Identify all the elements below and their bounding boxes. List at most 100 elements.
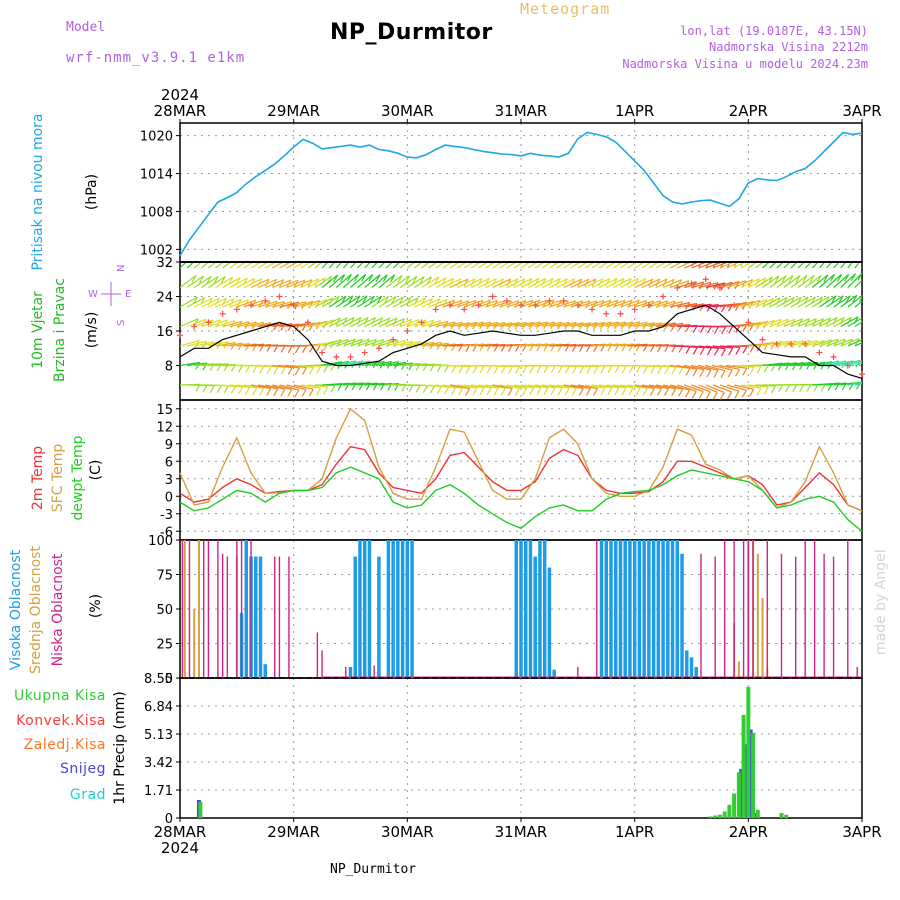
wind-barb-flag: [216, 385, 222, 393]
wind-barb-flag: [579, 366, 585, 374]
wind-barb: [684, 303, 705, 308]
wind-barb: [456, 321, 477, 328]
y-tick-label: 3.42: [144, 756, 173, 771]
sfc-temp-axis-title: SFC Temp: [50, 444, 66, 513]
wind-barb: [627, 278, 646, 289]
wind-barb: [805, 339, 825, 347]
wind-barb: [492, 300, 512, 308]
wind-barb-flag: [339, 253, 343, 260]
wind-barb-flag: [662, 278, 668, 287]
cloud-bar-low: [747, 540, 750, 678]
wind-barb: [307, 320, 328, 328]
wind-barb: [222, 320, 243, 328]
wind-barb-flag: [263, 262, 267, 265]
wind-barb: [392, 262, 401, 269]
wind-barb-flag: [564, 387, 570, 396]
cloud-bar-low: [804, 540, 806, 678]
wind-barb-flag: [795, 275, 801, 283]
wind-barb: [556, 278, 575, 289]
y-tick-label: 50: [156, 603, 173, 618]
wind-barb: [201, 363, 222, 367]
wind-barb: [343, 273, 359, 288]
wind-barb: [811, 262, 819, 269]
wind-barb: [250, 384, 271, 390]
wind-barb: [840, 294, 858, 308]
wind-barb: [208, 341, 229, 347]
wind-barb: [449, 384, 470, 390]
wind-barb: [364, 360, 385, 367]
wind-barb: [662, 384, 683, 390]
wind-barb: [485, 278, 504, 289]
wind-barb-flag: [568, 262, 572, 265]
precip-bar-total: [784, 814, 789, 818]
cloud-bar-low: [577, 666, 579, 678]
wind-barb: [506, 321, 527, 328]
wind-barb: [236, 384, 257, 389]
cloud-bar-low: [221, 553, 224, 678]
wind-barb-flag: [727, 369, 733, 378]
wind-barb-flag: [550, 365, 556, 374]
wind-barb-flag: [713, 348, 719, 356]
wind-barb: [563, 384, 584, 390]
wind-barb-flag: [428, 298, 434, 306]
wind-barb-flag: [816, 254, 820, 261]
wind-barb-flag: [330, 385, 336, 393]
wind-barb: [691, 262, 708, 269]
wind-barb: [208, 262, 217, 269]
wind-barb: [321, 339, 342, 347]
wind-barb-flag: [259, 387, 265, 396]
wind-barb-flag: [522, 365, 528, 374]
wind-barb-flag: [382, 274, 388, 283]
wind-barb: [812, 361, 833, 367]
wind-barb: [705, 282, 726, 289]
temp-line-sfc: [179, 407, 863, 512]
cloud-bar-high: [362, 540, 367, 678]
wind-barb-flag: [557, 365, 563, 374]
wind-barb: [286, 384, 307, 391]
wind-barb: [833, 262, 840, 269]
wind-barb: [492, 384, 513, 390]
wind-barb: [428, 320, 449, 328]
wind-barb: [584, 299, 605, 308]
wind-gust-mark: [177, 332, 183, 339]
wind-barb: [719, 302, 740, 308]
wind-barb: [456, 299, 477, 308]
wind-barb-flag: [529, 365, 535, 374]
wind-barb: [243, 321, 264, 328]
wind-barb: [847, 381, 862, 386]
cloud-bar-low: [240, 540, 243, 678]
wind-barb: [790, 296, 809, 308]
wind-barb-flag: [499, 278, 505, 287]
wind-barb: [399, 262, 409, 269]
wind-barb: [854, 362, 862, 367]
wind-barb: [187, 362, 208, 367]
wind-barb: [556, 321, 577, 328]
wind-barb: [314, 319, 334, 328]
wind-barb-flag: [207, 297, 213, 306]
cloud-bar-low: [278, 556, 281, 678]
cloud-bar-high: [400, 540, 405, 678]
wind-barb: [350, 295, 368, 308]
wind-barb: [776, 340, 797, 347]
wind-barb-flag: [342, 317, 348, 326]
wind-barb: [186, 340, 207, 347]
wind-barb-flag: [720, 370, 726, 378]
x-tick-label-top: 29MAR: [267, 102, 320, 120]
wind-barb: [549, 299, 569, 308]
wind-barb: [712, 303, 733, 308]
wind-barb: [180, 339, 200, 347]
y-tick-label: 0: [165, 812, 173, 827]
wind-barb-flag: [362, 295, 368, 304]
wind-barbs: [180, 253, 862, 400]
wind-barb-flag: [557, 387, 563, 396]
wind-barb-flag: [813, 384, 819, 392]
wind-barb: [499, 278, 518, 289]
cloud-bar-low: [181, 540, 184, 678]
wind-barb: [854, 321, 862, 328]
wind-barb-flag: [728, 347, 734, 356]
wind-barb: [712, 364, 733, 371]
wind-barb: [769, 275, 787, 288]
wind-barb-flag: [728, 325, 734, 334]
y-tick-label: 0: [165, 672, 173, 687]
wind-barb: [840, 381, 861, 386]
